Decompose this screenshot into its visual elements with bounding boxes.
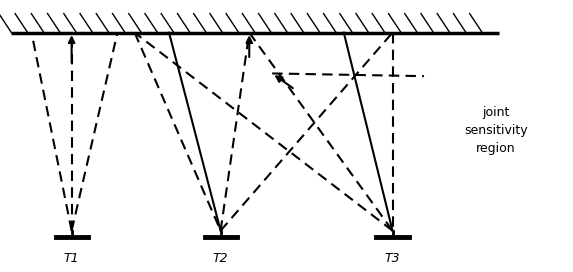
Text: T1: T1 — [64, 252, 80, 265]
Text: T3: T3 — [384, 252, 401, 265]
Text: T2: T2 — [213, 252, 229, 265]
Text: joint
sensitivity
region: joint sensitivity region — [464, 106, 528, 155]
